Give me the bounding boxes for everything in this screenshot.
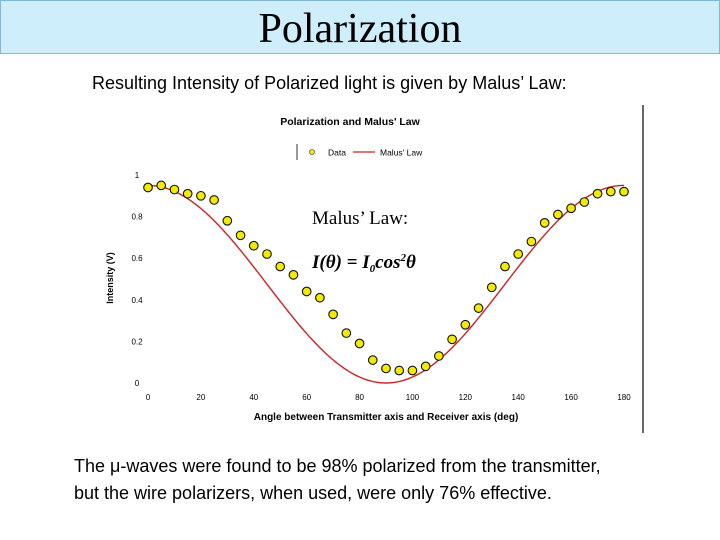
chart-background [100,105,645,435]
data-point [196,190,206,201]
equation-lhs: I(θ) = I [311,252,370,273]
data-point [328,309,338,320]
data-point [315,292,325,303]
data-point [275,261,286,272]
x-tick-label: 120 [459,393,473,402]
malus-law-curve [147,184,625,384]
data-point [288,269,299,280]
data-point [367,355,378,365]
equation-subscript: 0 [370,263,376,275]
data-point [460,319,471,330]
data-point [143,182,153,193]
x-tick-label: 180 [617,393,631,402]
data-point [235,230,246,241]
x-tick-label: 160 [564,393,578,402]
bottom-note-line-2: but the wire polarizers, when used, were… [74,483,552,503]
x-tick-labels: 0 20 40 60 80 100 120 140 160 180 [146,393,631,402]
data-point [341,328,352,338]
x-tick-label: 60 [302,393,311,402]
x-tick-label: 0 [146,393,151,402]
title-bar: Polarization [0,0,720,54]
bottom-note-line-1: The μ-waves were found to be 98% polariz… [74,456,601,476]
x-tick-label: 40 [249,393,258,402]
data-point [539,217,550,228]
y-tick-label: 0.6 [131,254,143,263]
y-tick-label: 0 [135,379,140,388]
x-tick-label: 100 [406,393,420,402]
data-point [473,303,484,313]
slide-title: Polarization [258,6,462,52]
data-point [500,261,510,272]
data-point [182,188,193,199]
data-point [420,361,431,372]
chart-legend: Data Malus' Law [296,144,423,160]
y-axis-label: Intensity (V) [105,252,115,304]
chart-title: Polarization and Malus' Law [280,116,420,128]
x-tick-label: 20 [196,393,205,402]
x-axis-label: Angle between Transmitter axis and Recei… [254,412,519,423]
y-tick-label: 0.4 [131,296,143,305]
equation-annotation: Malus’ Law: I(θ) = I0cos2θ [311,208,416,275]
data-point [209,195,219,205]
data-point [394,365,405,376]
equation-variable: θ [406,252,416,273]
data-point [605,186,616,197]
data-point [222,215,233,226]
data-point [354,338,365,349]
chart-container: Polarization and Malus' Law Data Malus' … [100,105,645,435]
data-point [156,180,167,191]
data-points [143,180,629,376]
malus-equation: I(θ) = I0cos2θ [311,252,416,275]
data-point [301,286,312,297]
legend-data-label: Data [328,148,346,158]
data-point [619,186,629,197]
data-point [434,351,444,361]
data-point [248,240,259,251]
data-point [262,249,272,259]
data-point [407,365,418,376]
data-point [566,203,576,214]
bottom-note: The μ-waves were found to be 98% polariz… [74,453,694,507]
data-point [169,184,180,195]
x-tick-label: 80 [355,393,364,402]
data-point [447,334,457,345]
data-point [381,363,391,374]
y-tick-label: 1 [135,171,140,180]
y-tick-labels: 0 0.2 0.4 0.6 0.8 1 [131,171,143,388]
legend-line-label: Malus' Law [380,148,423,158]
data-point [592,188,603,199]
slide-subtitle: Resulting Intensity of Polarized light i… [92,73,567,93]
data-point [513,249,524,259]
equation-function: cos [375,252,400,273]
y-tick-label: 0.2 [131,337,143,346]
equation-superscript: 2 [399,252,406,264]
data-point [553,209,563,220]
data-point [526,236,537,247]
x-tick-label: 140 [512,393,526,402]
data-point [579,197,590,207]
legend-data-marker [309,149,315,155]
malus-law-chart: Polarization and Malus' Law Data Malus' … [100,105,645,435]
annotation-heading: Malus’ Law: [312,208,408,229]
data-point [486,282,497,293]
y-tick-label: 0.8 [131,213,143,222]
